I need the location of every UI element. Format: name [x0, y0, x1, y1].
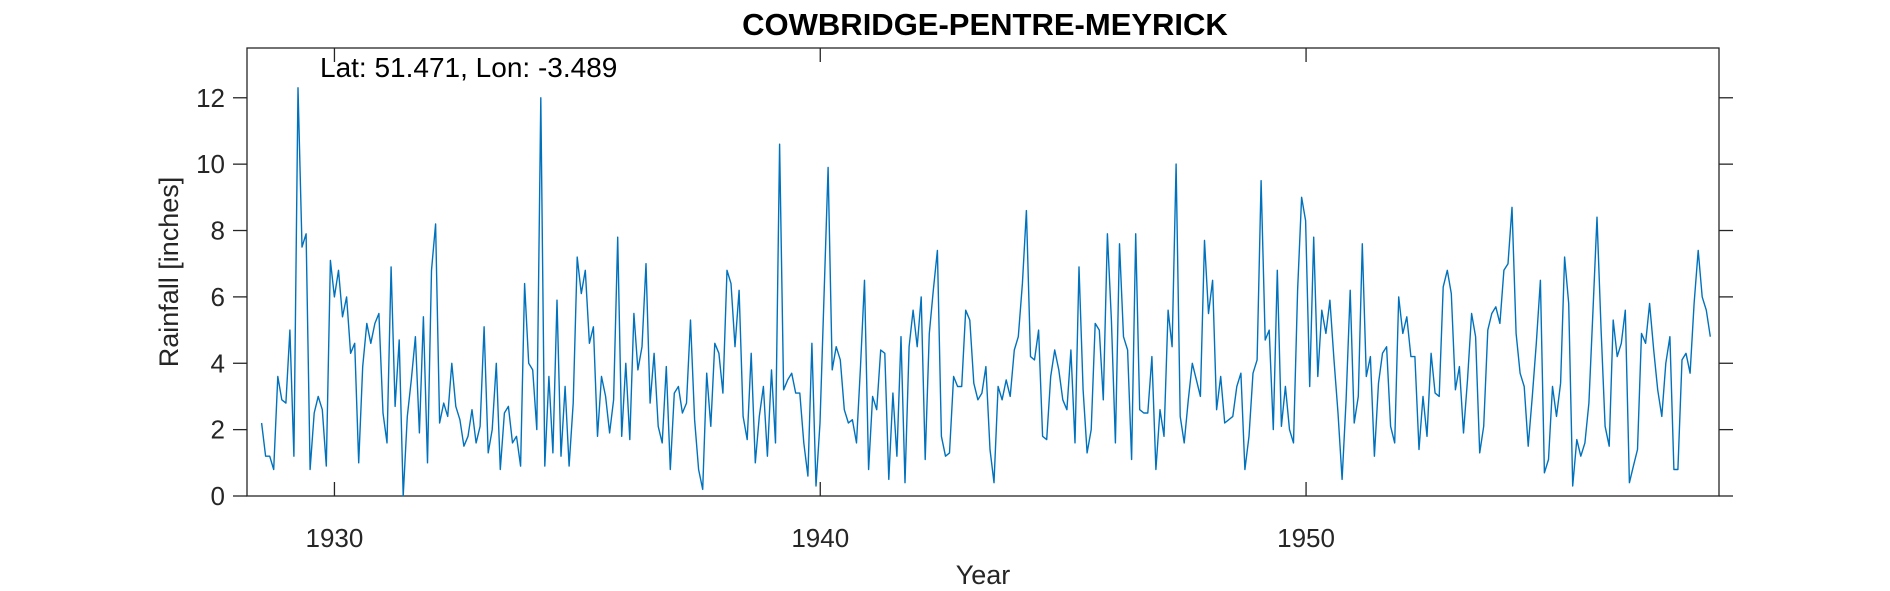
y-tick-label: 6	[211, 282, 225, 312]
y-tick-label: 10	[196, 149, 225, 179]
x-tick-label: 1930	[306, 523, 364, 553]
y-tick-label: 0	[211, 481, 225, 511]
axes-box	[246, 47, 1720, 497]
y-axis: 0 2 4 6 8 10 12	[196, 83, 1733, 511]
location-annotation: Lat: 51.471, Lon: -3.489	[320, 52, 617, 83]
chart-title: COWBRIDGE-PENTRE-MEYRICK	[742, 7, 1228, 42]
y-tick-label: 12	[196, 83, 225, 113]
y-axis-label: Rainfall [inches]	[154, 177, 184, 368]
y-tick-label: 2	[211, 415, 225, 445]
x-tick-label: 1940	[791, 523, 849, 553]
y-tick-label: 8	[211, 216, 225, 246]
x-axis-label: Year	[956, 560, 1011, 590]
y-tick-label: 4	[211, 348, 225, 378]
rainfall-series-line	[260, 87, 1711, 497]
x-tick-label: 1950	[1277, 523, 1335, 553]
x-axis: 1930 1940 1950	[306, 48, 1335, 553]
plot-area	[246, 47, 1720, 497]
